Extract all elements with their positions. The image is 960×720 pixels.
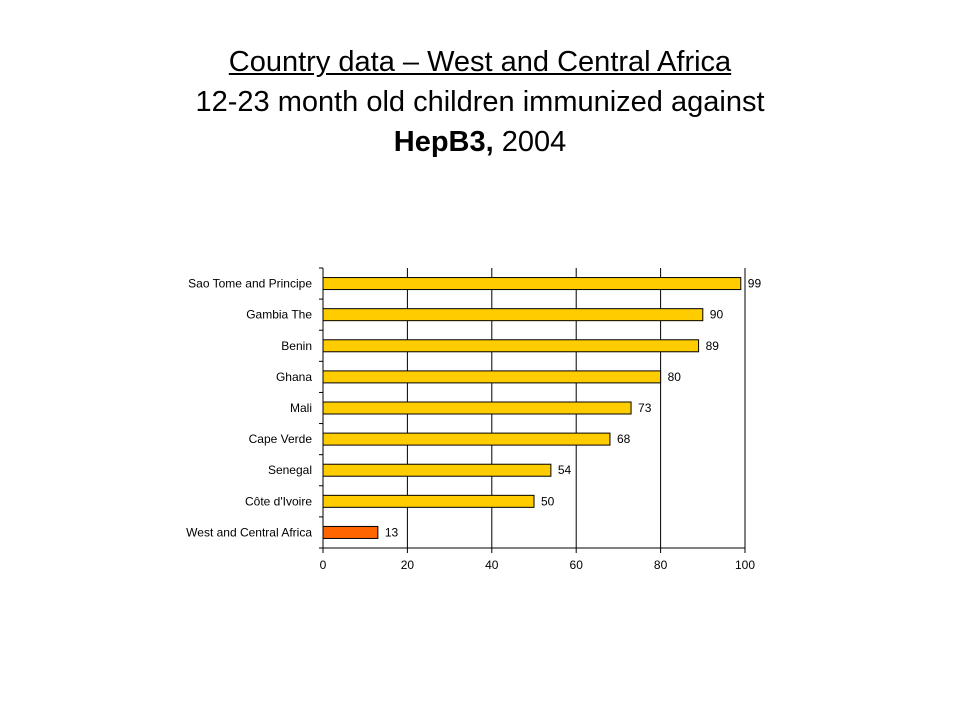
title-year: 2004 bbox=[493, 126, 567, 158]
x-tick-label-40: 40 bbox=[485, 558, 499, 572]
title-bold-part: HepB3, bbox=[393, 126, 494, 158]
value-label-3: 80 bbox=[668, 370, 682, 384]
category-label-4: Mali bbox=[290, 401, 312, 415]
category-label-6: Senegal bbox=[268, 463, 312, 477]
x-tick-label-100: 100 bbox=[735, 558, 755, 572]
bar-6 bbox=[322, 463, 552, 477]
category-label-8: West and Central Africa bbox=[186, 525, 312, 539]
category-label-7: Côte d'Ivoire bbox=[245, 494, 312, 508]
value-label-2: 89 bbox=[706, 339, 720, 353]
category-label-0: Sao Tome and Principe bbox=[188, 277, 312, 291]
category-label-2: Benin bbox=[281, 339, 312, 353]
value-label-1: 90 bbox=[710, 308, 724, 322]
x-tick-label-80: 80 bbox=[654, 558, 668, 572]
category-label-3: Ghana bbox=[276, 370, 312, 384]
value-label-8: 13 bbox=[385, 525, 399, 539]
bar-4 bbox=[322, 401, 632, 415]
bar-3 bbox=[322, 370, 662, 384]
chart-title: Country data – West and Central Africa 1… bbox=[0, 42, 960, 162]
value-label-4: 73 bbox=[638, 401, 652, 415]
bars bbox=[322, 277, 742, 539]
value-label-0: 99 bbox=[748, 277, 762, 291]
title-line-3: HepB3, 2004 bbox=[0, 122, 960, 162]
bar-7 bbox=[322, 494, 535, 508]
category-label-1: Gambia The bbox=[246, 308, 312, 322]
category-label-5: Cape Verde bbox=[249, 432, 313, 446]
bar-8 bbox=[322, 525, 379, 539]
x-tick-label-20: 20 bbox=[401, 558, 415, 572]
bar-5 bbox=[322, 432, 611, 446]
x-tick-label-0: 0 bbox=[320, 558, 327, 572]
x-tick-label-60: 60 bbox=[570, 558, 584, 572]
value-label-5: 68 bbox=[617, 432, 631, 446]
title-line-1: Country data – West and Central Africa bbox=[228, 46, 732, 78]
value-label-6: 54 bbox=[558, 463, 572, 477]
labels: 0 20 40 60 80 100 Sao Tome and Principe 99 Gambi… bbox=[186, 277, 761, 572]
title-line-2: 12-23 month old children immunized again… bbox=[195, 86, 765, 118]
bar-2 bbox=[322, 339, 700, 353]
bar-0 bbox=[322, 277, 742, 291]
bar-1 bbox=[322, 308, 704, 322]
value-label-7: 50 bbox=[541, 494, 555, 508]
